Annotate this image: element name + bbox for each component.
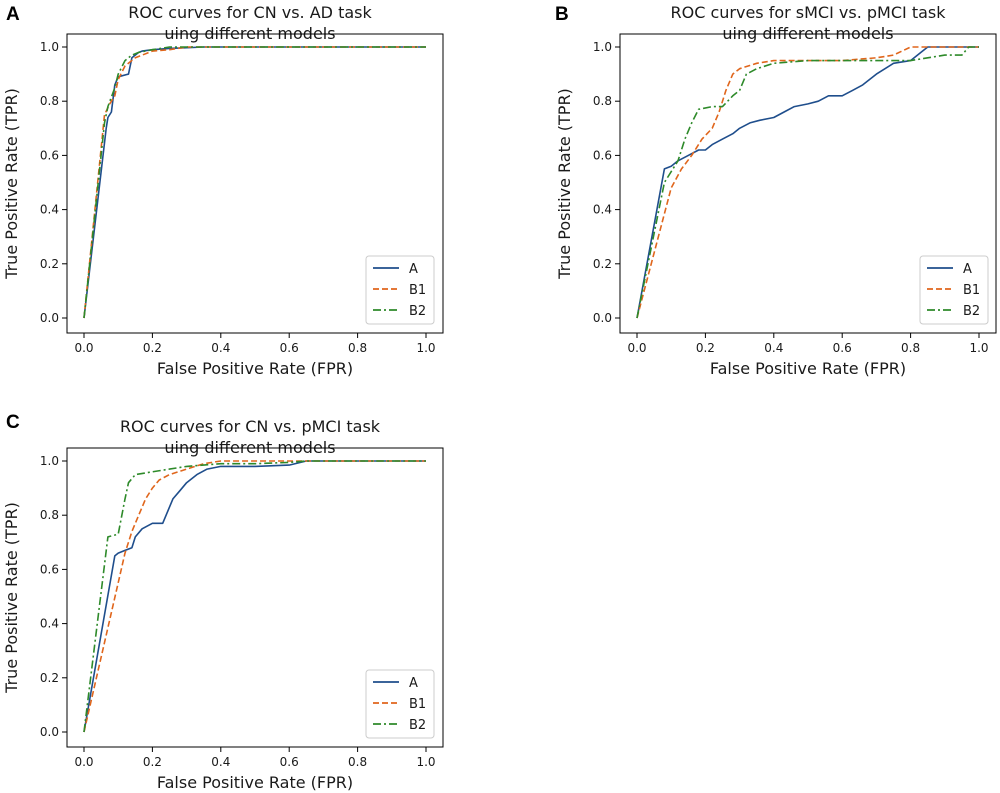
x-tick-label: 0.8 [348,755,367,769]
x-tick-label: 0.0 [74,755,93,769]
plot-frame [619,33,997,334]
x-tick-label: 0.6 [280,755,299,769]
x-axis-label: False Positive Rate (FPR) [710,359,906,378]
legend-frame [365,669,435,739]
y-tick-label: 0.6 [40,562,59,576]
legend-frame [919,255,989,325]
y-tick-label: 0.8 [593,94,612,108]
x-tick-label: 0.4 [211,755,230,769]
y-axis-label: True Positive Rate (TPR) [2,502,21,694]
series-line-a [83,460,426,733]
x-tick-label: 0.2 [696,341,715,355]
y-tick-label: 1.0 [40,40,59,54]
y-tick-label: 0.4 [40,203,59,217]
y-tick-label: 0.0 [40,725,59,739]
series-line-b2 [83,46,426,319]
y-tick-label: 1.0 [593,40,612,54]
plot-frame [66,33,444,334]
legend-frame [365,255,435,325]
legend-label-b2: B2 [963,304,980,319]
chart-title: ROC curves for CN vs. pMCI task [120,417,381,436]
panel-letter: A [6,4,20,25]
x-axis-label: False Positive Rate (FPR) [157,773,353,792]
legend-label-a: A [409,676,418,691]
series-line-a [83,46,426,319]
y-axis-label: True Positive Rate (TPR) [555,88,574,280]
y-tick-label: 0.0 [40,311,59,325]
x-tick-label: 0.4 [211,341,230,355]
y-tick-label: 0.8 [40,508,59,522]
x-tick-label: 0.2 [143,755,162,769]
x-tick-label: 0.0 [74,341,93,355]
panel-letter: C [6,412,20,433]
y-tick-label: 0.2 [40,671,59,685]
y-tick-label: 0.0 [593,311,612,325]
legend-label-a: A [963,262,972,277]
series-line-b1 [636,46,979,319]
x-tick-label: 0.2 [143,341,162,355]
x-tick-label: 1.0 [416,755,435,769]
x-tick-label: 1.0 [416,341,435,355]
y-tick-label: 0.4 [40,617,59,631]
y-tick-label: 0.2 [593,257,612,271]
y-tick-label: 0.6 [40,148,59,162]
legend-label-a: A [409,262,418,277]
x-tick-label: 0.8 [901,341,920,355]
x-tick-label: 0.0 [627,341,646,355]
x-tick-label: 0.6 [833,341,852,355]
legend-label-b2: B2 [409,304,426,319]
y-tick-label: 1.0 [40,454,59,468]
x-axis-label: False Positive Rate (FPR) [157,359,353,378]
y-tick-label: 0.4 [593,203,612,217]
x-tick-label: 0.8 [348,341,367,355]
y-tick-label: 0.2 [40,257,59,271]
legend-label-b1: B1 [963,283,980,298]
y-tick-label: 0.6 [593,148,612,162]
y-axis-label: True Positive Rate (TPR) [2,88,21,280]
chart-title: ROC curves for sMCI vs. pMCI task [670,3,946,22]
x-tick-label: 0.4 [764,341,783,355]
chart-title: ROC curves for CN vs. AD task [128,3,372,22]
series-line-b2 [83,460,426,733]
legend-label-b2: B2 [409,718,426,733]
series-line-b2 [636,46,979,319]
x-tick-label: 0.6 [280,341,299,355]
x-tick-label: 1.0 [969,341,988,355]
legend-label-b1: B1 [409,697,426,712]
legend: A B1 B2 [365,669,435,739]
legend: A B1 B2 [919,255,989,325]
legend: A B1 B2 [365,255,435,325]
y-tick-label: 0.8 [40,94,59,108]
legend-label-b1: B1 [409,283,426,298]
plot-frame [66,447,444,748]
series-line-b1 [83,460,426,733]
panel-letter: B [555,4,569,25]
